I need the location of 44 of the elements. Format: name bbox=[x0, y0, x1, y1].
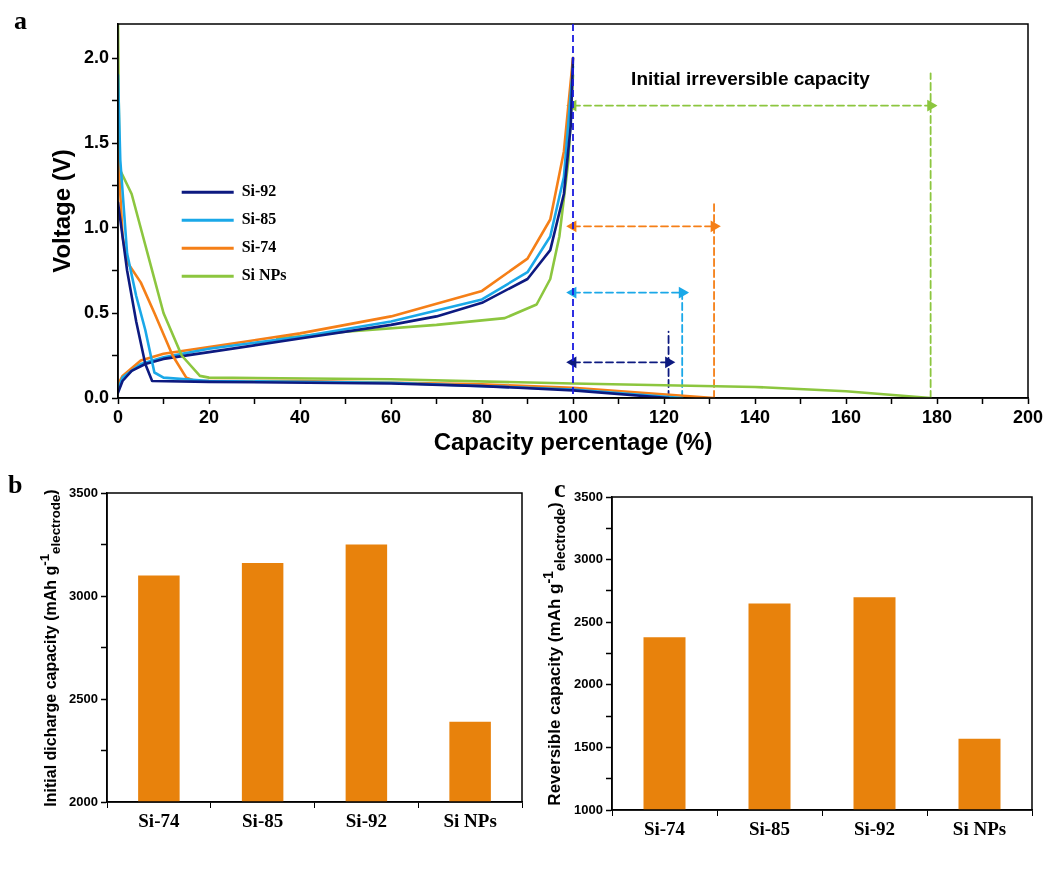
y-tick-label: 1.5 bbox=[83, 131, 109, 152]
y-tick-label: 3500 bbox=[69, 484, 98, 500]
x-tick-label: 100 bbox=[557, 406, 589, 427]
x-tick-label: 180 bbox=[921, 406, 953, 427]
annotation: Initial irreversible capacity bbox=[631, 68, 871, 90]
y-tick-label: 1500 bbox=[574, 738, 603, 754]
x-tick-label: Si-92 bbox=[345, 810, 387, 832]
x-tick-label: 80 bbox=[471, 406, 493, 427]
y-tick-label: 0.5 bbox=[83, 301, 109, 322]
y-tick-label: 1000 bbox=[574, 801, 603, 817]
x-tick-label: 0 bbox=[112, 406, 124, 427]
x-tick-label: Si-85 bbox=[748, 818, 791, 840]
y-tick-label: 1.0 bbox=[83, 216, 109, 237]
chart-title: b bbox=[8, 470, 23, 499]
x-tick-label: Si-74 bbox=[138, 810, 180, 832]
legend-label: Si-85 bbox=[241, 210, 277, 228]
x-tick-label: Si NPs bbox=[952, 818, 1007, 840]
y-tick-label: 3500 bbox=[574, 488, 603, 504]
y-tick-label: 2000 bbox=[574, 676, 603, 692]
x-tick-label: 200 bbox=[1012, 406, 1044, 427]
x-tick-label: 60 bbox=[380, 406, 402, 427]
x-tick-label: 40 bbox=[289, 406, 311, 427]
y-tick-label: 2500 bbox=[69, 690, 98, 706]
x-tick-label: Si-74 bbox=[643, 818, 686, 840]
legend-label: Si-74 bbox=[241, 238, 277, 256]
x-tick-label: 140 bbox=[739, 406, 771, 427]
x-tick-label: 20 bbox=[198, 406, 220, 427]
chart-title: a bbox=[14, 6, 27, 35]
y-tick-label: 0.0 bbox=[83, 386, 109, 407]
y-tick-label: 2000 bbox=[69, 793, 98, 809]
legend-label: Si NPs bbox=[241, 266, 287, 284]
x-tick-label: Si-92 bbox=[853, 818, 896, 840]
x-tick-label: Si NPs bbox=[443, 810, 497, 832]
x-tick-label: 120 bbox=[648, 406, 680, 427]
x-axis-title: Capacity percentage (%) bbox=[433, 428, 713, 456]
y-tick-label: 2500 bbox=[574, 613, 603, 629]
y-tick-label: 3000 bbox=[69, 587, 98, 603]
chart-title: c bbox=[554, 474, 566, 503]
x-tick-label: 160 bbox=[830, 406, 862, 427]
legend-label: Si-92 bbox=[241, 182, 277, 200]
x-tick-label: Si-85 bbox=[242, 810, 284, 832]
y-tick-label: 2.0 bbox=[83, 46, 109, 67]
y-axis-title: Voltage (V) bbox=[48, 149, 76, 273]
y-tick-label: 3000 bbox=[574, 551, 603, 567]
